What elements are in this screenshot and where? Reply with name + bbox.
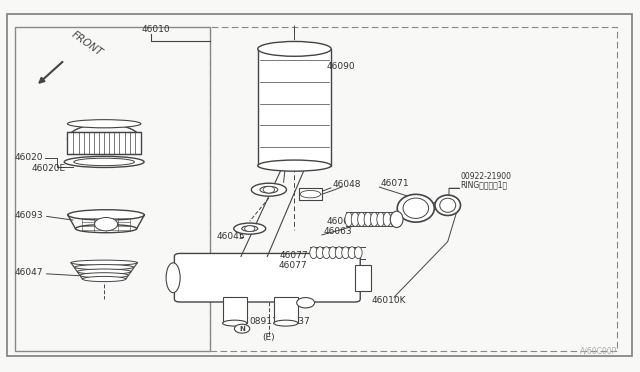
Text: N: N (239, 326, 245, 332)
Text: 46020E: 46020E (31, 164, 65, 173)
Ellipse shape (260, 186, 278, 193)
Ellipse shape (234, 223, 266, 234)
Text: 46077: 46077 (280, 251, 308, 260)
Text: A/60C00P: A/60C00P (580, 347, 617, 356)
Ellipse shape (258, 160, 331, 171)
Circle shape (297, 298, 315, 308)
Ellipse shape (348, 247, 356, 259)
Text: 46077: 46077 (278, 261, 307, 270)
Ellipse shape (300, 190, 321, 198)
Ellipse shape (390, 211, 403, 228)
Bar (209, 27, 617, 351)
Text: 46045: 46045 (300, 162, 328, 171)
Bar (299, 188, 322, 200)
Bar (258, 49, 331, 166)
Ellipse shape (252, 183, 287, 196)
Text: 08911-10837: 08911-10837 (250, 317, 310, 326)
Circle shape (244, 226, 255, 232)
Ellipse shape (74, 158, 134, 166)
Ellipse shape (64, 156, 144, 167)
Ellipse shape (76, 225, 137, 233)
Ellipse shape (323, 247, 330, 259)
Text: 46047: 46047 (15, 268, 44, 277)
Circle shape (263, 186, 275, 193)
Ellipse shape (355, 247, 362, 259)
Ellipse shape (342, 247, 349, 259)
Text: RINGリング（1）: RINGリング（1） (461, 180, 508, 189)
Ellipse shape (435, 195, 461, 215)
Ellipse shape (75, 264, 134, 270)
Text: 46020: 46020 (15, 153, 44, 162)
Ellipse shape (345, 212, 353, 227)
Circle shape (95, 218, 118, 231)
Text: 46010K: 46010K (371, 296, 406, 305)
Text: 46093: 46093 (15, 211, 44, 219)
Ellipse shape (440, 198, 456, 212)
Ellipse shape (242, 226, 258, 231)
Ellipse shape (403, 198, 429, 218)
Ellipse shape (377, 212, 385, 227)
Ellipse shape (223, 320, 247, 326)
Text: FRONT: FRONT (70, 30, 104, 58)
Text: 46063: 46063 (323, 227, 352, 236)
FancyBboxPatch shape (174, 253, 360, 302)
Bar (67, 132, 141, 154)
Ellipse shape (71, 260, 138, 265)
Ellipse shape (258, 41, 331, 56)
Text: 46063: 46063 (326, 217, 355, 226)
Bar (223, 297, 247, 323)
Circle shape (234, 324, 250, 333)
Ellipse shape (166, 263, 180, 293)
Text: 46048: 46048 (333, 180, 361, 189)
Ellipse shape (316, 247, 324, 259)
Ellipse shape (335, 247, 343, 259)
Text: 46045: 46045 (216, 232, 245, 241)
Ellipse shape (67, 120, 141, 128)
Ellipse shape (274, 320, 298, 326)
Text: 46010: 46010 (141, 25, 170, 34)
Ellipse shape (77, 269, 131, 274)
Text: 00922-21900: 00922-21900 (461, 171, 511, 180)
Ellipse shape (329, 247, 337, 259)
Ellipse shape (383, 212, 391, 227)
Bar (15, 27, 209, 351)
Text: 46090: 46090 (326, 62, 355, 71)
Ellipse shape (358, 212, 365, 227)
Ellipse shape (68, 210, 145, 220)
Ellipse shape (351, 212, 359, 227)
Ellipse shape (83, 276, 126, 282)
Ellipse shape (364, 212, 372, 227)
Ellipse shape (310, 247, 317, 259)
Ellipse shape (397, 194, 435, 222)
Ellipse shape (80, 273, 129, 278)
Ellipse shape (371, 212, 378, 227)
Bar (355, 265, 371, 291)
Text: 46071: 46071 (381, 179, 410, 188)
Text: (E): (E) (262, 333, 275, 342)
Bar (274, 297, 298, 323)
